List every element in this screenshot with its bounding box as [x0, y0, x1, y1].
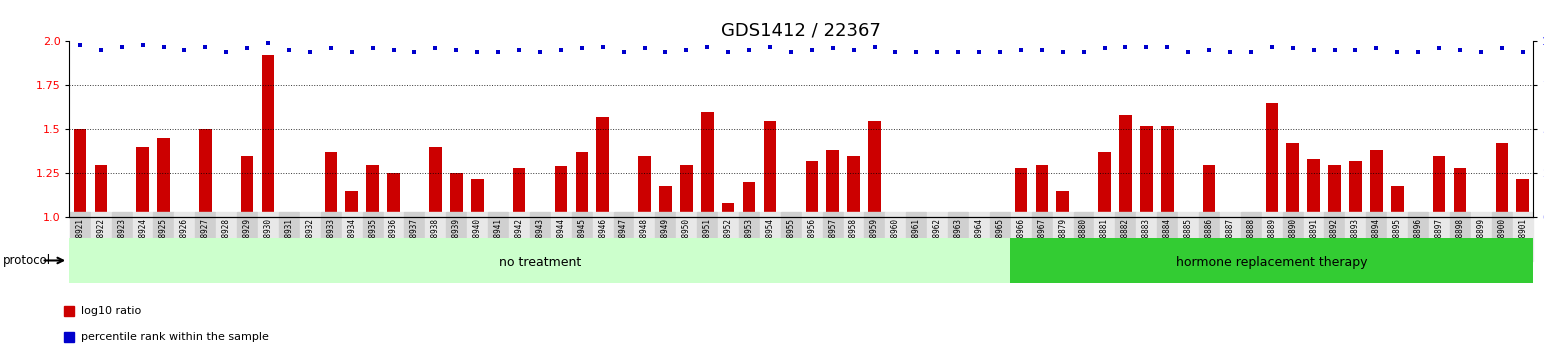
- Bar: [576, 152, 588, 217]
- Bar: [638, 156, 650, 217]
- Bar: [1516, 179, 1529, 217]
- Bar: [429, 147, 442, 217]
- Bar: [346, 191, 358, 217]
- Bar: [513, 168, 525, 217]
- Bar: [69, 238, 1010, 283]
- Bar: [554, 166, 567, 217]
- Bar: [157, 138, 170, 217]
- Text: protocol: protocol: [3, 254, 51, 267]
- Bar: [74, 129, 86, 217]
- Bar: [1203, 165, 1215, 217]
- Bar: [1433, 156, 1445, 217]
- Bar: [659, 186, 672, 217]
- Bar: [471, 179, 483, 217]
- Text: percentile rank within the sample: percentile rank within the sample: [82, 332, 269, 342]
- Bar: [848, 156, 860, 217]
- Bar: [764, 120, 777, 217]
- Bar: [743, 182, 755, 217]
- Bar: [723, 203, 735, 217]
- Bar: [1266, 103, 1278, 217]
- Bar: [136, 147, 148, 217]
- Text: hormone replacement therapy: hormone replacement therapy: [1177, 256, 1368, 269]
- Bar: [388, 173, 400, 217]
- Bar: [1010, 238, 1533, 283]
- Bar: [1286, 144, 1299, 217]
- Bar: [701, 112, 713, 217]
- Bar: [1119, 115, 1132, 217]
- Bar: [679, 165, 693, 217]
- Bar: [324, 152, 337, 217]
- Bar: [826, 150, 838, 217]
- Bar: [1328, 165, 1340, 217]
- Bar: [1139, 126, 1153, 217]
- Bar: [1496, 144, 1508, 217]
- Bar: [1349, 161, 1362, 217]
- Bar: [1308, 159, 1320, 217]
- Bar: [1056, 191, 1068, 217]
- Bar: [868, 120, 880, 217]
- Bar: [262, 56, 275, 217]
- Text: log10 ratio: log10 ratio: [82, 306, 142, 316]
- Bar: [1036, 165, 1048, 217]
- Bar: [806, 161, 818, 217]
- Title: GDS1412 / 22367: GDS1412 / 22367: [721, 22, 882, 40]
- Bar: [449, 173, 463, 217]
- Bar: [1098, 152, 1110, 217]
- Bar: [94, 165, 107, 217]
- Bar: [596, 117, 608, 217]
- Bar: [366, 165, 378, 217]
- Bar: [1454, 168, 1467, 217]
- Bar: [241, 156, 253, 217]
- Bar: [199, 129, 212, 217]
- Bar: [1370, 150, 1382, 217]
- Bar: [1161, 126, 1173, 217]
- Text: no treatment: no treatment: [499, 256, 581, 269]
- Bar: [1014, 168, 1027, 217]
- Bar: [1391, 186, 1403, 217]
